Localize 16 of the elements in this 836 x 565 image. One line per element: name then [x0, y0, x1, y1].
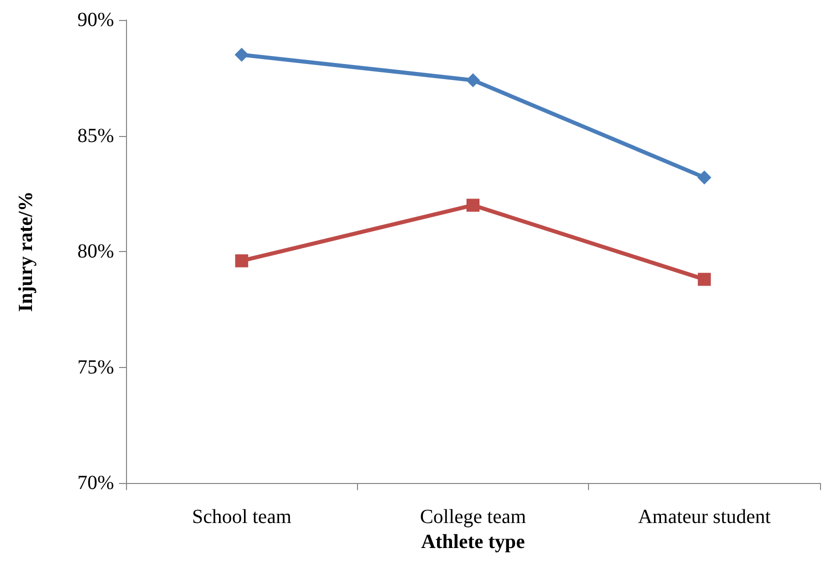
y-tick-label: 90%: [77, 9, 114, 31]
point: [235, 254, 248, 268]
point: [697, 170, 712, 184]
point: [234, 48, 249, 62]
y-tick-label: 75%: [77, 356, 114, 378]
y-tick-label: 80%: [77, 240, 114, 263]
x-tick-label: College team: [420, 506, 526, 528]
x-tick-label: Amateur student: [638, 506, 772, 528]
x-axis-title: Athlete type: [421, 531, 526, 553]
y-axis-title: Injury rate/%: [15, 191, 37, 312]
y-tick-label: 85%: [77, 124, 114, 147]
point: [466, 198, 480, 212]
point: [698, 272, 711, 286]
x-tick-label: School team: [192, 506, 292, 528]
point: [466, 73, 480, 88]
y-tick-label: 70%: [77, 472, 114, 494]
